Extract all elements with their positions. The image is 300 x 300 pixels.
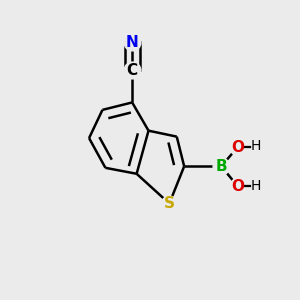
Text: H: H [251,179,261,193]
Text: H: H [251,140,261,153]
Text: O: O [231,140,244,154]
Text: N: N [126,35,139,50]
Text: C: C [127,63,138,78]
Text: B: B [215,159,227,174]
Text: O: O [231,179,244,194]
Text: S: S [164,196,175,211]
